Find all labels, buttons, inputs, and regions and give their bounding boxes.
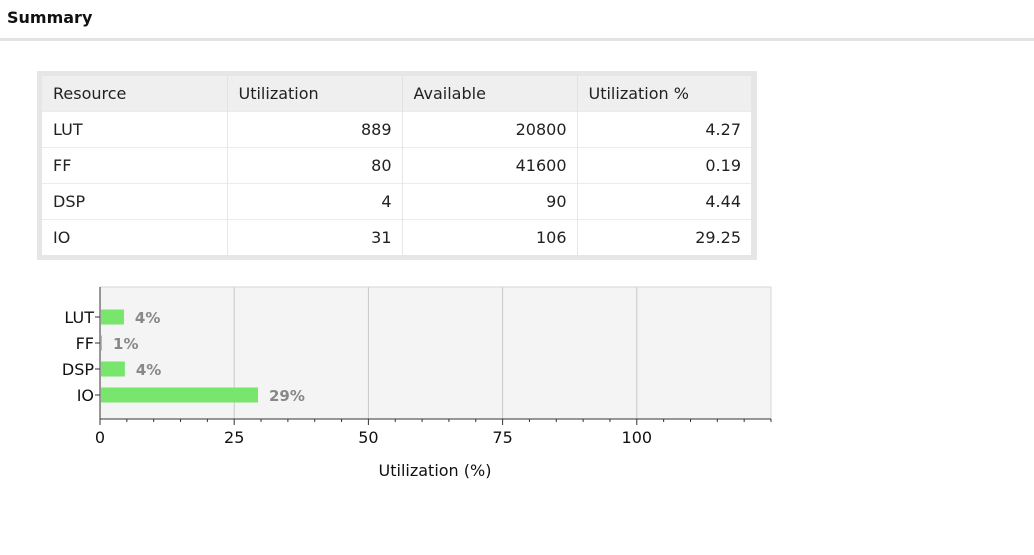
cell-resource: FF [42,147,228,184]
cell-utilization: 31 [227,219,403,255]
bar [101,361,125,377]
x-tick-label: 100 [622,428,653,447]
y-tick-label: IO [77,386,94,405]
cell-utilization: 80 [227,147,403,184]
data-label: 29% [269,387,305,405]
summary-header: Summary [0,0,1034,41]
cell-resource: DSP [42,183,228,220]
table-row[interactable]: FF 80 41600 0.19 [42,147,751,184]
cell-available: 106 [402,219,578,255]
y-tick-label: LUT [64,308,94,327]
cell-utilization-percent: 4.27 [577,111,751,148]
cell-resource: IO [42,219,228,255]
table-header-row: Resource Utilization Available Utilizati… [42,76,751,112]
y-tick-label: FF [76,334,94,353]
table-row[interactable]: IO 31 106 29.25 [42,219,751,255]
data-label: 4% [135,309,160,327]
cell-resource: LUT [42,111,228,148]
bar [101,335,103,351]
bar [101,309,124,325]
x-axis-label: Utilization (%) [379,461,492,480]
utilization-chart-container: 0 25 50 75 100 Utilization (%) LUT 4% FF 1% DSP 4% I… [0,280,800,490]
column-header-utilization-percent[interactable]: Utilization % [577,76,751,112]
column-header-resource[interactable]: Resource [42,76,228,112]
utilization-bar-chart: 0 25 50 75 100 Utilization (%) LUT 4% FF 1% DSP 4% I… [62,286,772,480]
column-header-available[interactable]: Available [402,76,578,112]
cell-available: 20800 [402,111,578,148]
table-row[interactable]: LUT 889 20800 4.27 [42,111,751,148]
cell-available: 41600 [402,147,578,184]
x-tick-label: 75 [492,428,512,447]
cell-utilization-percent: 0.19 [577,147,751,184]
page-title: Summary [7,8,93,27]
cell-utilization-percent: 29.25 [577,219,751,255]
utilization-table-container: Resource Utilization Available Utilizati… [37,71,757,260]
x-tick-label: 50 [358,428,378,447]
column-header-utilization[interactable]: Utilization [227,76,403,112]
table-row[interactable]: DSP 4 90 4.44 [42,183,751,220]
utilization-table: Resource Utilization Available Utilizati… [42,76,751,255]
x-tick-label: 0 [95,428,105,447]
cell-utilization: 889 [227,111,403,148]
data-label: 1% [113,335,138,353]
cell-utilization: 4 [227,183,403,220]
y-tick-label: DSP [62,360,94,379]
x-tick-label: 25 [224,428,244,447]
cell-utilization-percent: 4.44 [577,183,751,220]
bar [101,387,259,403]
cell-available: 90 [402,183,578,220]
data-label: 4% [136,361,161,379]
